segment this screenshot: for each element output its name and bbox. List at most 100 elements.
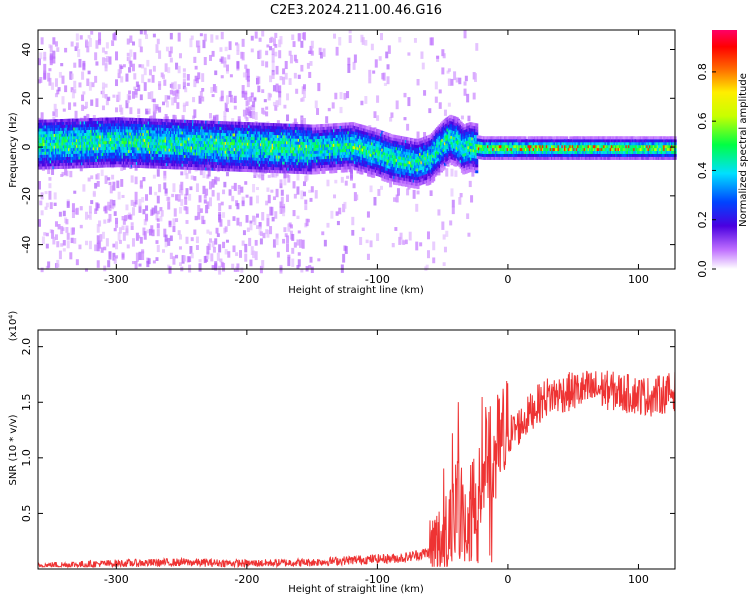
heatmap-cell <box>306 62 310 69</box>
heatmap-cell <box>126 52 130 57</box>
heatmap-cell <box>134 88 138 95</box>
heatmap-cell <box>241 90 245 98</box>
heatmap-cell <box>279 179 283 186</box>
heatmap-cell <box>302 32 306 41</box>
heatmap-cell <box>218 211 222 217</box>
heatmap-cell <box>70 41 74 47</box>
heatmap-cell <box>113 256 117 264</box>
heatmap-cell <box>121 252 125 260</box>
heatmap-cell <box>236 43 240 52</box>
heatmap-cell <box>125 225 129 234</box>
heatmap-cell <box>220 75 224 79</box>
heatmap-cell <box>167 95 171 100</box>
heatmap-cell <box>297 74 301 79</box>
heatmap-cell <box>162 249 166 253</box>
heatmap-cell <box>288 78 292 85</box>
heatmap-cell <box>104 93 108 99</box>
heatmap-cell <box>246 68 250 78</box>
heatmap-cell <box>296 186 300 195</box>
heatmap-cell <box>249 96 253 102</box>
heatmap-cell <box>267 194 271 204</box>
heatmap-cell <box>84 240 88 246</box>
heatmap-cell <box>48 68 52 72</box>
heatmap-cell <box>56 241 60 248</box>
heatmap-cell <box>223 116 227 125</box>
heatmap-cell <box>305 218 309 227</box>
heatmap-cell <box>115 220 119 228</box>
heatmap-cell <box>48 190 52 200</box>
heatmap-cell <box>210 253 214 262</box>
heatmap-cell <box>105 42 109 49</box>
heatmap-cell <box>272 85 276 92</box>
heatmap-cell <box>98 220 102 227</box>
heatmap-cell <box>134 93 138 98</box>
heatmap-cell <box>88 240 92 250</box>
heatmap-cell <box>193 176 197 181</box>
heatmap-cell <box>279 201 283 208</box>
heatmap-cell <box>199 208 203 213</box>
heatmap-cell <box>43 232 47 236</box>
heatmap-cell <box>224 46 228 52</box>
heatmap-cell <box>82 184 86 192</box>
heatmap-cell <box>220 95 224 102</box>
heatmap-cell <box>162 101 166 106</box>
heatmap-cell <box>53 202 57 206</box>
heatmap-cell <box>108 213 112 222</box>
heatmap-cell <box>184 196 188 205</box>
heatmap-cell <box>270 36 274 43</box>
heatmap-cell <box>84 101 88 109</box>
heatmap-cell <box>274 32 278 38</box>
heatmap-cell <box>270 206 274 216</box>
heatmap-cell <box>275 83 279 93</box>
heatmap-cell <box>61 96 65 105</box>
heatmap-cell <box>152 260 156 264</box>
heatmap-cell <box>291 247 295 254</box>
heatmap-cell <box>216 177 220 182</box>
heatmap-cell <box>39 77 43 83</box>
heatmap-cell <box>88 37 92 47</box>
heatmap-cell <box>98 38 102 46</box>
heatmap-cell <box>53 103 57 113</box>
heatmap-cell <box>165 46 169 52</box>
heatmap-cell <box>178 234 182 240</box>
heatmap-cell <box>310 40 314 49</box>
heatmap-cell <box>121 225 125 230</box>
heatmap-cell <box>117 191 121 200</box>
heatmap-cell <box>233 182 237 191</box>
heatmap-cell <box>105 97 109 106</box>
heatmap-cell <box>95 40 99 49</box>
heatmap-cell <box>169 57 173 63</box>
heatmap-cell <box>163 79 167 86</box>
heatmap-cell <box>57 224 61 230</box>
heatmap-cell <box>62 108 66 112</box>
heatmap-cell <box>231 118 235 123</box>
heatmap-cell <box>73 238 77 244</box>
heatmap-cell <box>222 241 226 249</box>
heatmap-cell <box>129 49 133 57</box>
heatmap-cell <box>201 73 205 82</box>
heatmap-cell <box>218 244 222 253</box>
heatmap-cell <box>189 245 193 254</box>
heatmap-cell <box>188 256 192 263</box>
heatmap-cell <box>274 51 278 57</box>
heatmap-cell <box>151 229 155 237</box>
heatmap-cell <box>79 206 83 211</box>
heatmap-cell <box>244 253 248 262</box>
heatmap-cell <box>172 218 176 226</box>
heatmap-cell <box>155 257 159 261</box>
heatmap-cell <box>292 41 296 48</box>
heatmap-cell <box>189 186 193 191</box>
heatmap-cell <box>188 169 192 174</box>
heatmap-cell <box>253 174 257 178</box>
heatmap-cell <box>138 64 142 68</box>
heatmap-cell <box>203 56 207 66</box>
heatmap-cell <box>184 193 188 200</box>
heatmap-cell <box>314 100 318 109</box>
heatmap-cell <box>241 196 245 205</box>
heatmap-cell <box>182 72 186 78</box>
heatmap-cell <box>308 265 312 269</box>
heatmap-cell <box>255 186 259 191</box>
heatmap-cell <box>282 68 286 75</box>
heatmap-cell <box>156 195 160 204</box>
